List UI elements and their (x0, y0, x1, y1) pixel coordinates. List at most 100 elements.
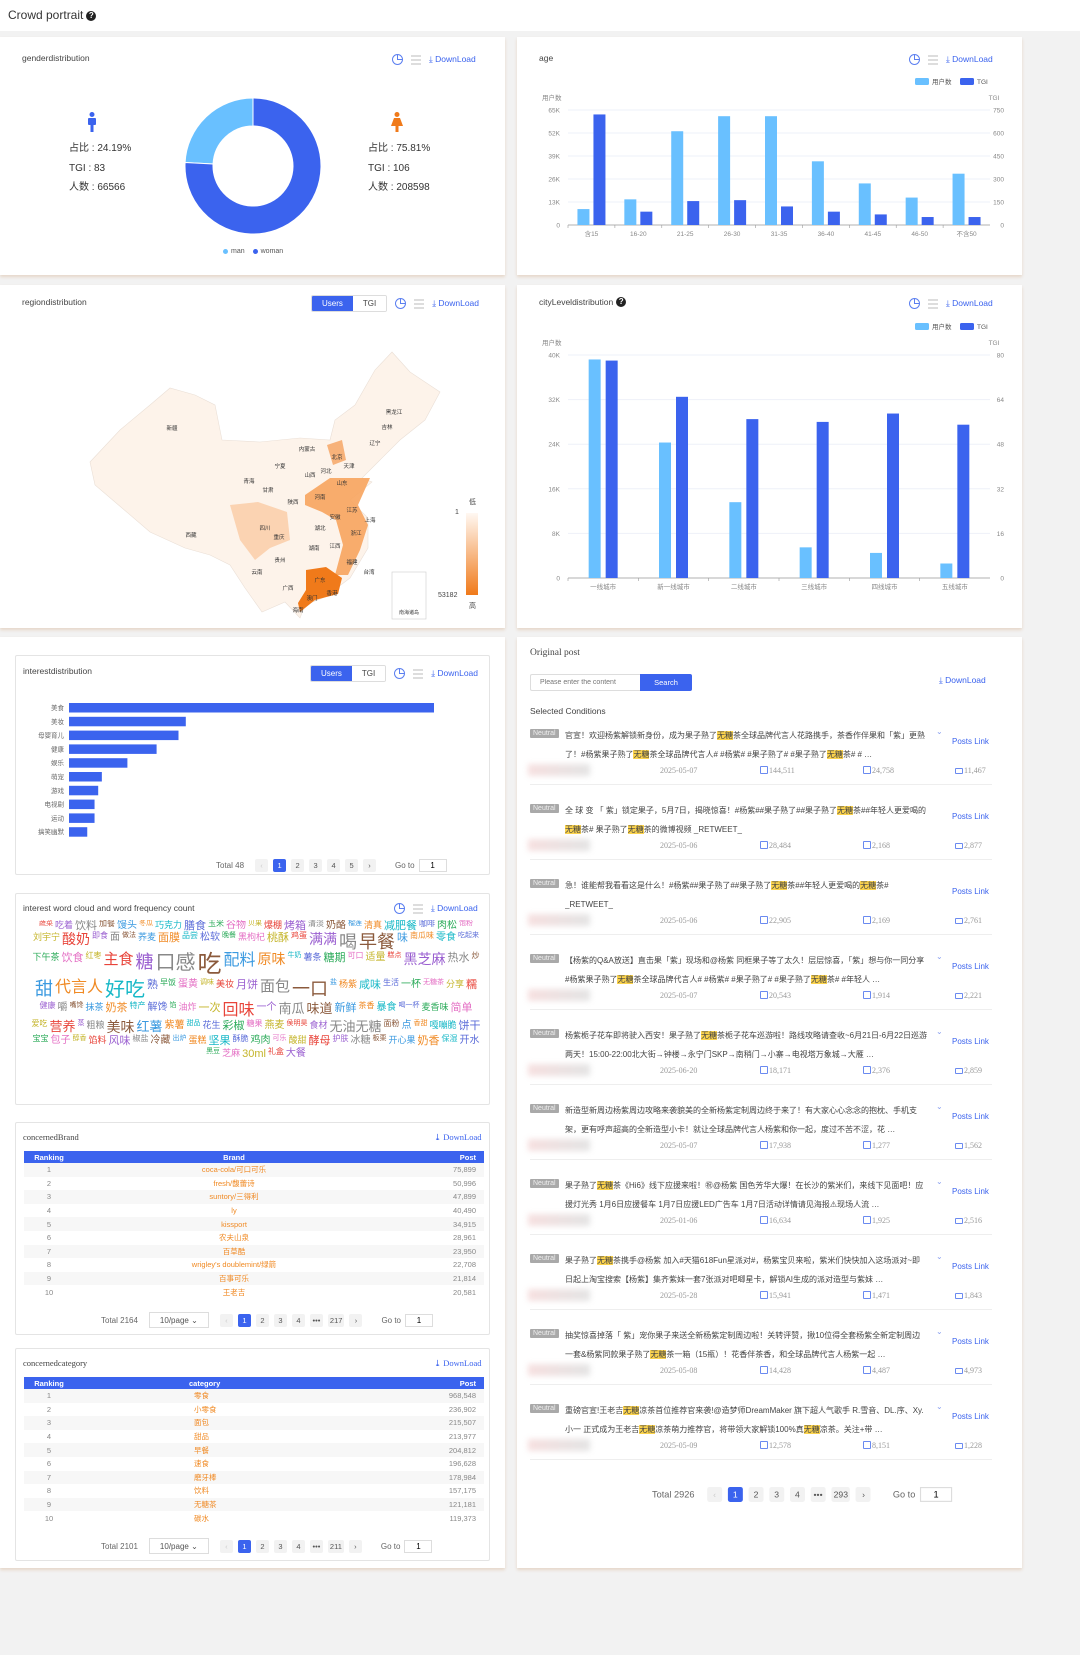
cloud-word[interactable]: 酵母 (308, 1035, 331, 1048)
cloud-word[interactable]: 彩椒 (222, 1019, 245, 1032)
map-region-east-coast[interactable] (305, 478, 370, 575)
province-label[interactable]: 内蒙古 (299, 445, 316, 453)
cloud-word[interactable]: 冰糖 (350, 1035, 371, 1047)
page-button-211[interactable]: 211 (327, 1539, 344, 1553)
page-button-•••[interactable]: ••• (309, 1539, 323, 1553)
cloud-word[interactable]: 板栗 (372, 1035, 387, 1043)
search-button[interactable]: Search (640, 674, 692, 691)
cloud-word[interactable]: 好吃 (104, 979, 145, 1002)
download-button[interactable]: ⤓ DownLoad (432, 298, 479, 308)
column-header[interactable]: Brand (74, 1151, 394, 1163)
bar-用户数-不含50[interactable] (952, 173, 965, 225)
page-button-2[interactable]: 2 (748, 1487, 764, 1502)
province-label[interactable]: 云南 (251, 568, 263, 576)
bar-TGI-16-20[interactable] (640, 211, 653, 225)
cloud-word[interactable]: 馒头 (116, 920, 137, 931)
cloud-word[interactable]: 面包 (259, 978, 290, 996)
bar-游戏[interactable] (69, 785, 99, 796)
cloud-word[interactable]: 炒 (471, 951, 480, 961)
cloud-word[interactable]: 紫薯 (164, 1019, 185, 1031)
legend-swatch[interactable] (915, 78, 929, 85)
cloud-word[interactable]: 大餐 (285, 1047, 306, 1059)
cloud-word[interactable]: 无油无糖 (329, 1018, 382, 1034)
cloud-word[interactable]: 奶茶 (105, 1001, 128, 1014)
next-page-button[interactable]: › (348, 1539, 362, 1553)
bar-TGI-一线城市[interactable] (605, 360, 618, 578)
column-header[interactable]: Ranking (24, 1151, 74, 1163)
bar-用户数-一线城市[interactable] (588, 359, 601, 578)
province-label[interactable]: 江西 (329, 543, 341, 550)
province-label[interactable]: 河北 (320, 467, 332, 475)
cloud-word[interactable]: 生活 (383, 978, 400, 988)
name-link[interactable]: 零食 (74, 1389, 394, 1403)
cloud-word[interactable]: 特产 (129, 1000, 146, 1010)
cloud-word[interactable]: 玉米 (208, 920, 224, 928)
cloud-word[interactable]: 回味 (222, 1001, 255, 1019)
download-button[interactable]: ⤓ DownLoad (939, 675, 986, 685)
cloud-word[interactable]: 一杯 (401, 979, 422, 991)
page-size-select[interactable]: 10/page ⌄ (148, 1538, 209, 1554)
page-button-•••[interactable]: ••• (810, 1487, 826, 1502)
legend-man[interactable]: man (223, 248, 245, 255)
page-button-4[interactable]: 4 (291, 1539, 305, 1553)
chart-view-icon[interactable] (909, 54, 920, 65)
cloud-word[interactable]: 甜 (34, 979, 53, 1000)
cloud-word[interactable]: 早餐 (359, 932, 396, 953)
cloud-word[interactable]: 解馋 (147, 1001, 168, 1013)
province-label[interactable]: 天津 (343, 463, 355, 470)
name-link[interactable]: 甜品 (194, 1432, 209, 1442)
province-label[interactable]: 河南 (314, 493, 326, 501)
cloud-word[interactable]: 可口 (347, 951, 364, 961)
bar-TGI-21-25[interactable] (687, 201, 700, 225)
name-link[interactable]: 碳水 (194, 1513, 209, 1523)
cloud-word[interactable]: 30ml (242, 1047, 266, 1060)
province-label[interactable]: 黑龙江 (386, 408, 403, 416)
posts-link[interactable]: Posts Link (952, 812, 989, 821)
bar-用户数-41-45[interactable] (858, 183, 871, 225)
download-button[interactable]: ⤓ DownLoad (434, 1358, 482, 1368)
cloud-word[interactable]: 咖啡 (419, 920, 436, 928)
cloud-word[interactable]: 面粉 (383, 1018, 400, 1028)
province-label[interactable]: 陕西 (287, 498, 299, 506)
province-label[interactable]: 吉林 (381, 423, 393, 431)
expand-chevron-icon[interactable]: ⌄ (936, 1177, 943, 1186)
expand-chevron-icon[interactable]: ⌄ (936, 1252, 943, 1261)
help-icon[interactable]: ? (616, 297, 627, 307)
download-button[interactable]: ⤓ DownLoad (429, 54, 476, 64)
bar-TGI-二线城市[interactable] (746, 419, 759, 578)
cloud-word[interactable]: 坚果 (208, 1035, 231, 1048)
bar-娱乐[interactable] (69, 758, 128, 768)
cloud-word[interactable]: 嘴馋 (69, 1001, 84, 1009)
legend-label[interactable]: TGI (977, 324, 988, 331)
bar-用户数-36-40[interactable] (811, 161, 824, 225)
tgi-tab[interactable]: TGI (351, 666, 386, 681)
name-link[interactable]: 王老吉 (222, 1287, 246, 1297)
cloud-word[interactable]: 蛋黄 (177, 979, 198, 991)
cloud-word[interactable]: 分享 (446, 979, 465, 990)
cloud-word[interactable]: 晚餐 (222, 932, 236, 940)
bar-用户数-26-30[interactable] (718, 116, 731, 225)
bar-TGI-三线城市[interactable] (816, 421, 829, 578)
cloud-word[interactable]: 健康 (39, 1000, 56, 1010)
next-page-button[interactable]: › (856, 1487, 872, 1502)
name-link[interactable]: 农夫山泉 (219, 1233, 249, 1243)
name-link[interactable]: fresh/馥蕾诗 (213, 1178, 255, 1188)
province-label[interactable]: 甘肃 (262, 486, 274, 494)
bar-用户数-四线城市[interactable] (870, 552, 882, 578)
name-link[interactable]: kissport (74, 1217, 394, 1231)
bar-萌宠[interactable] (69, 772, 102, 782)
page-button-293[interactable]: 293 (831, 1487, 851, 1502)
posts-link[interactable]: Posts Link (952, 1112, 989, 1121)
province-label[interactable]: 山西 (304, 471, 316, 479)
prev-page-button[interactable]: ‹ (255, 859, 269, 872)
cloud-word[interactable]: 薯条 (303, 952, 322, 963)
cloud-word[interactable]: 清淡 (308, 920, 325, 928)
cloud-word[interactable]: 喝 (339, 932, 358, 953)
cloud-word[interactable]: 饮食 (61, 952, 84, 965)
cloud-word[interactable]: 一个 (256, 1001, 277, 1013)
province-label[interactable]: 宁夏 (274, 462, 286, 470)
cloud-word[interactable]: 做法 (121, 932, 136, 940)
province-label[interactable]: 澳门 (306, 594, 317, 602)
cloud-word[interactable]: 糕点 (387, 952, 402, 960)
cloud-word[interactable]: 酥脆 (232, 1034, 249, 1044)
